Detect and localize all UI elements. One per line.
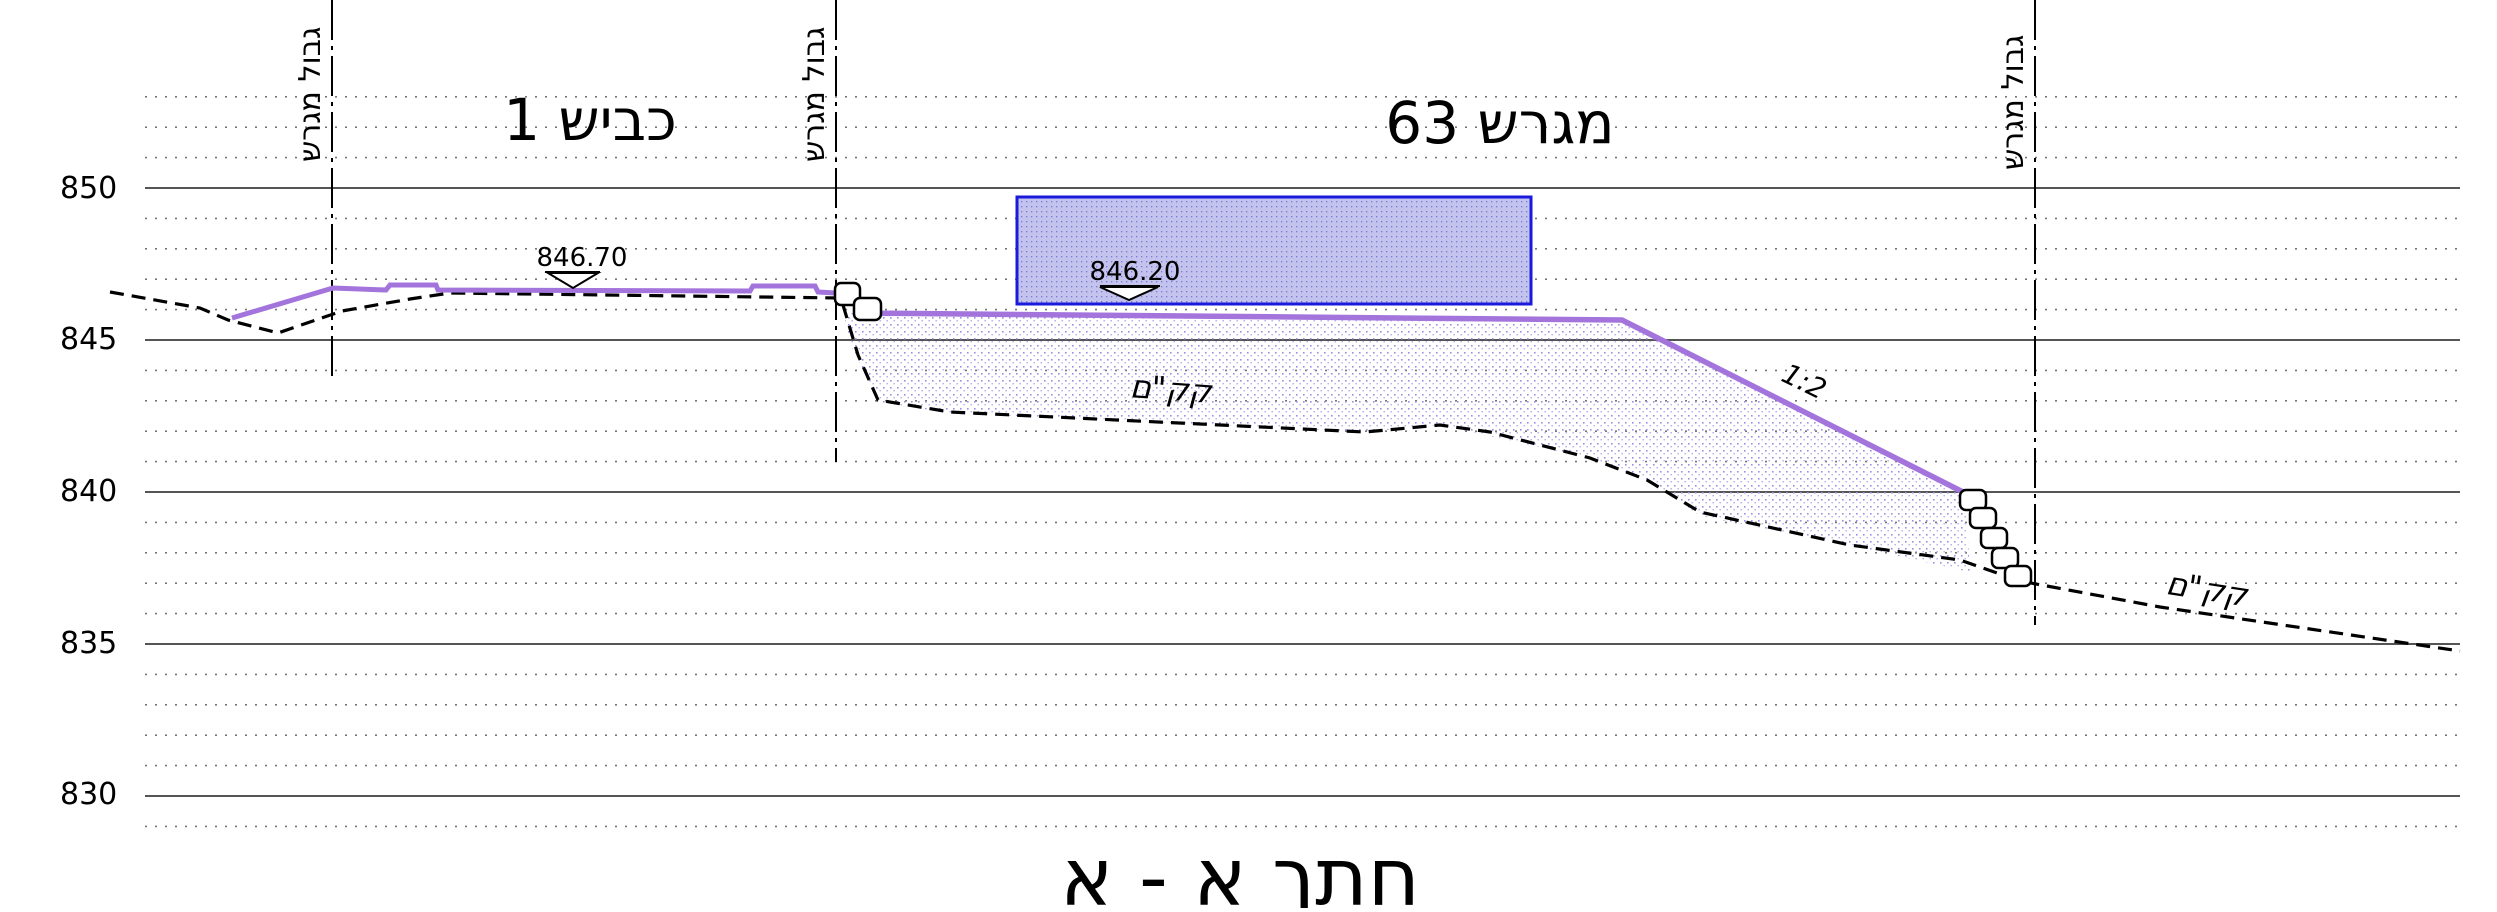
plot-level-value: 846.20 xyxy=(1090,257,1181,287)
road-label: כביש 1 xyxy=(503,86,677,154)
elevation-tick-840: 840 xyxy=(60,474,117,509)
elevation-grid xyxy=(145,96,2460,828)
boundary-label-plot-right: גבול מגרש xyxy=(1996,35,2031,170)
existing-ground-label-right: קק"ם xyxy=(2164,564,2252,614)
plot-level-marker: 846.20 xyxy=(1090,257,1181,302)
proposed-building xyxy=(1015,195,1533,306)
elevation-tick-830: 830 xyxy=(60,777,117,812)
boundary-label-road-left: גבול מגרש xyxy=(293,27,328,162)
existing-ground-left xyxy=(109,290,2461,653)
plot-label: מגרש 63 xyxy=(1385,89,1614,157)
elevation-tick-845: 845 xyxy=(60,322,117,357)
stacked-stones-icon xyxy=(1958,488,2033,588)
triangle-down-icon xyxy=(1099,286,1159,302)
slope-label: 1:2 xyxy=(1777,357,1832,406)
road-level-value: 846.70 xyxy=(537,243,628,273)
elevation-axis: 850 845 840 835 830 xyxy=(60,171,117,812)
design-grade-plot xyxy=(854,310,1965,495)
design-grade-road xyxy=(231,282,836,321)
section-title: חתך א - א xyxy=(1060,831,1420,908)
stacked-stones-icon xyxy=(833,281,883,322)
road-level-marker: 846.70 xyxy=(537,243,628,290)
fill-area xyxy=(843,312,1970,572)
boundary-label-plot-left: גבול מגרש xyxy=(797,27,832,162)
existing-ground-label-left: קק"ם xyxy=(1129,367,1214,411)
elevation-tick-850: 850 xyxy=(60,171,117,206)
elevation-tick-835: 835 xyxy=(60,626,117,661)
triangle-down-icon xyxy=(544,272,602,290)
